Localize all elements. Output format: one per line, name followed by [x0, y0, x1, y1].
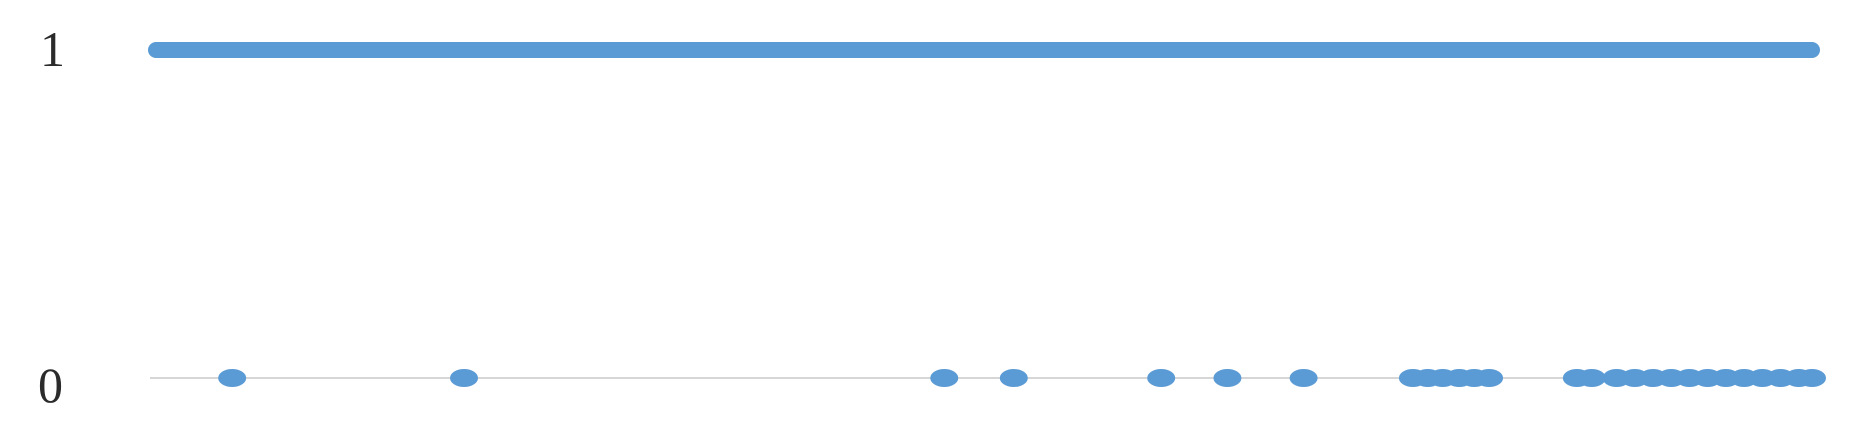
- data-point-y0: [999, 369, 1028, 387]
- data-point-y0: [1798, 369, 1826, 387]
- y-tick-label-0: 0: [38, 357, 63, 413]
- data-point-y0: [1147, 369, 1176, 387]
- data-point-y0: [1577, 369, 1606, 387]
- data-point-y0: [1289, 369, 1318, 387]
- data-point-y0: [450, 369, 479, 387]
- marks-layer: [148, 42, 1826, 387]
- data-point-y0: [930, 369, 959, 387]
- data-point-y0: [218, 369, 247, 387]
- y-tick-label-1: 1: [40, 21, 65, 77]
- data-point-y0: [1213, 369, 1242, 387]
- data-point-y0: [1475, 369, 1504, 387]
